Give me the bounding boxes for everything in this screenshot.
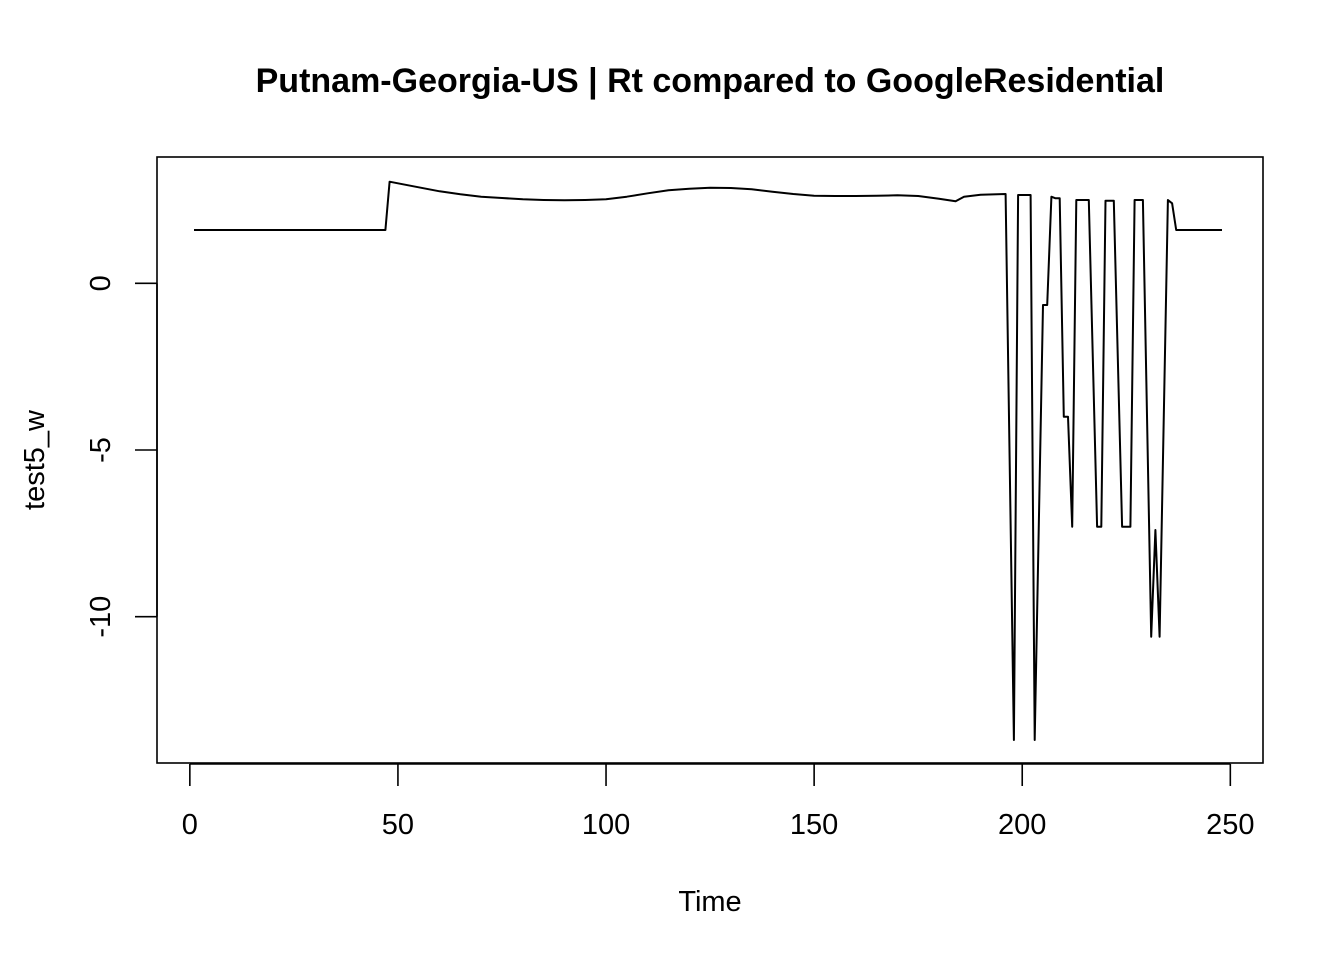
- series-layer: [194, 180, 1222, 741]
- x-tick-label: 100: [582, 809, 630, 841]
- series-line-0: [194, 180, 1222, 741]
- x-tick-label: 200: [998, 809, 1046, 841]
- y-tick-label: 0: [85, 275, 117, 291]
- x-axis-label: Time: [678, 886, 741, 918]
- x-tick-label: 0: [182, 809, 198, 841]
- x-tick-label: 250: [1206, 809, 1254, 841]
- y-tick-label: -10: [85, 596, 117, 638]
- x-tick-label: 50: [382, 809, 414, 841]
- x-tick-label: 150: [790, 809, 838, 841]
- chart-title: Putnam-Georgia-US | Rt compared to Googl…: [256, 62, 1165, 100]
- y-axis-label: test5_w: [19, 409, 51, 510]
- y-tick-label: -5: [85, 437, 117, 463]
- plot-frame: [156, 156, 1264, 764]
- y-axis: 0 -5 -10: [85, 275, 158, 638]
- x-axis: 0 50 100 150 200 250: [182, 763, 1255, 841]
